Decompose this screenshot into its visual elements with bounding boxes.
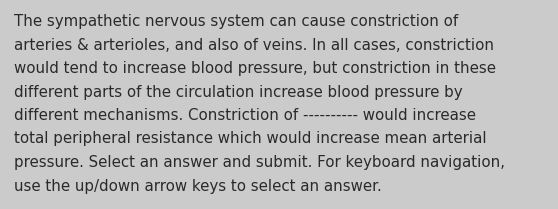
Text: different mechanisms. Constriction of ---------- would increase: different mechanisms. Constriction of --…: [14, 108, 476, 123]
Text: The sympathetic nervous system can cause constriction of: The sympathetic nervous system can cause…: [14, 14, 458, 29]
Text: different parts of the circulation increase blood pressure by: different parts of the circulation incre…: [14, 84, 463, 99]
Text: use the up/down arrow keys to select an answer.: use the up/down arrow keys to select an …: [14, 178, 382, 194]
Text: total peripheral resistance which would increase mean arterial: total peripheral resistance which would …: [14, 131, 487, 147]
Text: arteries & arterioles, and also of veins. In all cases, constriction: arteries & arterioles, and also of veins…: [14, 37, 494, 52]
Text: would tend to increase blood pressure, but constriction in these: would tend to increase blood pressure, b…: [14, 61, 496, 76]
Text: pressure. Select an answer and submit. For keyboard navigation,: pressure. Select an answer and submit. F…: [14, 155, 505, 170]
